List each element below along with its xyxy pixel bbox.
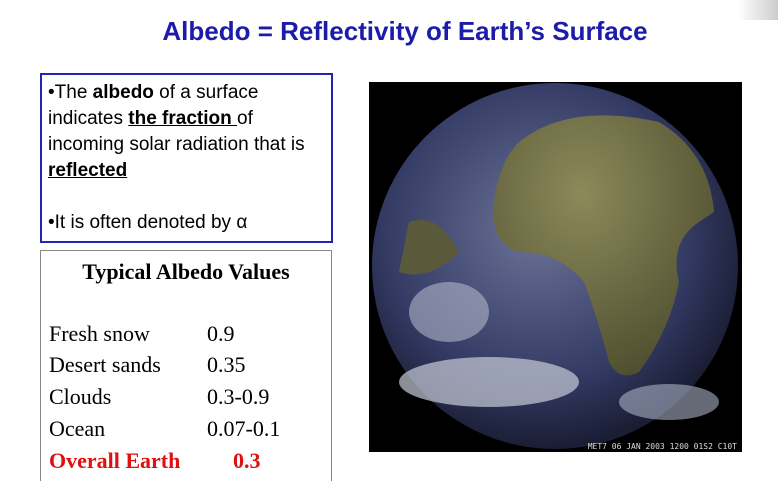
albedo-value: 0.35 xyxy=(207,352,246,377)
bullet: •The albedo of a surface indicates the f… xyxy=(48,80,325,184)
albedo-value: 0.3-0.9 xyxy=(207,384,270,409)
bullet-text: of a surface indicates xyxy=(48,82,259,129)
bullet-text: the fraction xyxy=(128,108,238,129)
clouds xyxy=(399,357,579,407)
image-caption: MET7 06 JAN 2003 1200 01S2 C10T xyxy=(588,442,737,451)
albedo-value: 0.9 xyxy=(207,321,235,346)
earth-image: MET7 06 JAN 2003 1200 01S2 C10T xyxy=(369,82,742,452)
table-row: Ocean 0.07-0.1 xyxy=(49,416,280,442)
surface-name: Desert sands xyxy=(49,352,161,377)
clouds xyxy=(619,384,719,420)
south-america xyxy=(399,220,459,275)
africa xyxy=(493,115,714,376)
surface-name: Clouds xyxy=(49,384,112,409)
table-row: Fresh snow 0.9 xyxy=(49,321,235,347)
clouds xyxy=(409,282,489,342)
albedo-table: Typical Albedo Values Fresh snow 0.9 Deser… xyxy=(40,250,332,481)
table-row: Clouds 0.3-0.9 xyxy=(49,384,269,410)
bullet-text: of incoming solar radiation that is xyxy=(48,108,305,155)
bullet-text: •The xyxy=(48,82,93,103)
table-row: Desert sands 0.35 xyxy=(49,352,246,378)
bullet-text: albedo xyxy=(92,82,154,103)
bullet-text: reflected xyxy=(48,160,128,181)
bullet-text: α xyxy=(236,212,248,233)
table-row: Overall Earth 0.3 xyxy=(49,448,261,474)
albedo-value: 0.07-0.1 xyxy=(207,416,281,441)
corner-shade xyxy=(738,0,778,20)
bullet: •It is often denoted by α xyxy=(48,210,325,236)
slide-title: Albedo = Reflectivity of Earth’s Surface xyxy=(162,16,648,46)
surface-name: Overall Earth xyxy=(49,448,181,473)
surface-name: Fresh snow xyxy=(49,321,150,346)
surface-name: Ocean xyxy=(49,416,106,441)
bullet-box: •The albedo of a surface indicates the f… xyxy=(40,73,333,243)
bullet-text: •It is often denoted by xyxy=(48,212,237,233)
table-title: Typical Albedo Values xyxy=(82,259,290,284)
albedo-value: 0.3 xyxy=(233,448,261,473)
